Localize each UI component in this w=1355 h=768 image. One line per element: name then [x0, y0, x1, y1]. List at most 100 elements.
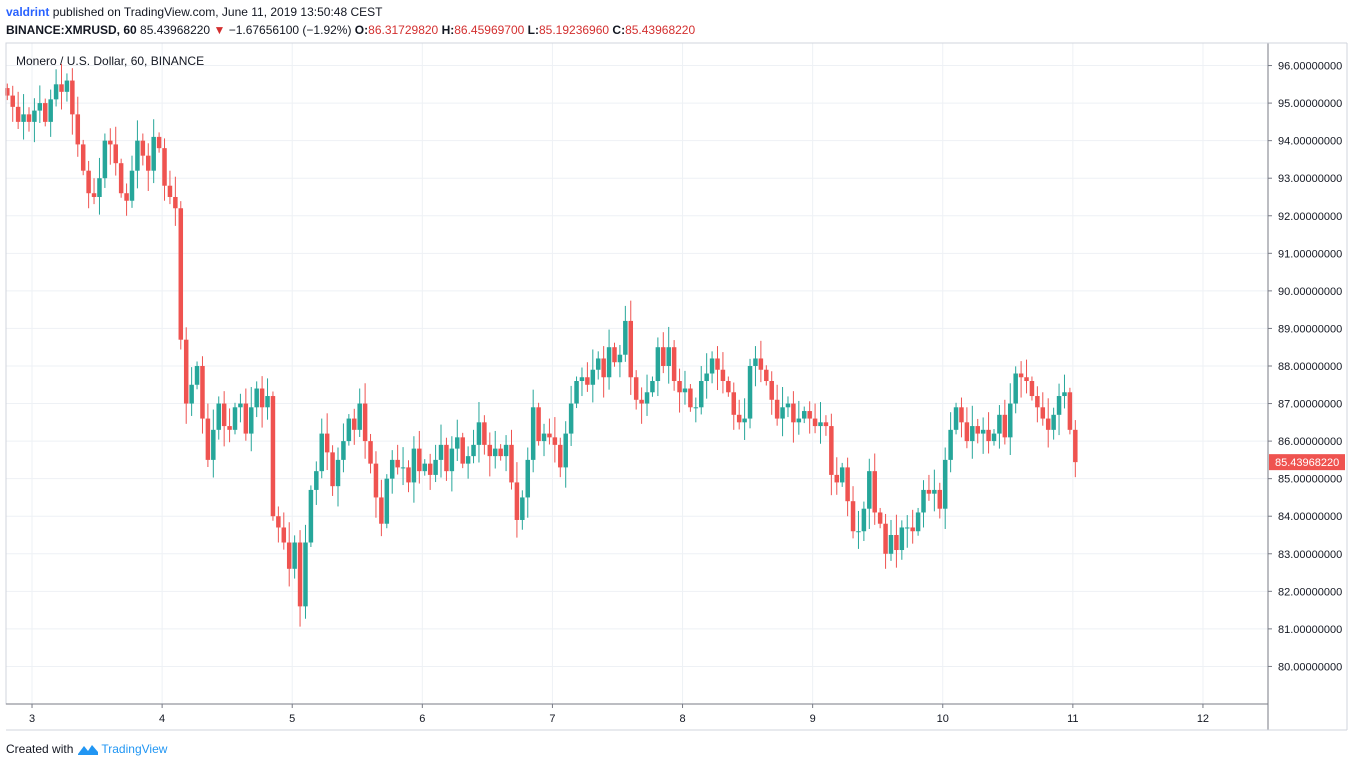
candle-body — [352, 418, 357, 430]
candle-body — [465, 456, 471, 464]
candle — [948, 412, 953, 473]
candle-body — [108, 140, 113, 145]
candle — [986, 412, 991, 454]
candle — [118, 158, 124, 198]
candle — [113, 126, 118, 176]
candle-body — [1051, 414, 1056, 430]
candle — [915, 507, 921, 536]
candle — [1040, 392, 1046, 426]
candle-body — [243, 403, 249, 434]
candle — [91, 178, 97, 205]
author-link[interactable]: valdrint — [6, 5, 50, 19]
candle — [975, 418, 980, 444]
price-tick-label: 90.00000000 — [1278, 286, 1342, 298]
candle-body — [595, 358, 601, 370]
candle — [1029, 376, 1035, 401]
candle-body — [964, 422, 970, 442]
candle-body — [932, 489, 937, 494]
candle-body — [872, 471, 877, 513]
candle — [682, 370, 688, 405]
candle-body — [975, 426, 980, 434]
candle — [32, 98, 37, 143]
candle-body — [276, 516, 281, 528]
time-axis[interactable]: 3 4 5 6 7 8 9 10 11 12 — [29, 704, 1209, 725]
candle-body — [574, 381, 579, 404]
candle-body — [373, 463, 379, 498]
time-tick-label: 4 — [159, 713, 165, 725]
candle — [536, 402, 541, 446]
candle — [953, 402, 959, 435]
candle — [894, 514, 899, 568]
tradingview-brand-link[interactable]: TradingView — [101, 742, 168, 756]
candle — [135, 120, 140, 189]
candle-body — [818, 422, 823, 427]
chart-title: Monero / U.S. Dollar, 60, BINANCE — [16, 54, 204, 68]
candle-body — [617, 354, 623, 363]
candle — [774, 384, 780, 426]
candle-body — [189, 384, 194, 404]
candle-body — [21, 114, 26, 122]
candle-body — [455, 437, 460, 449]
time-tick-label: 3 — [29, 713, 35, 725]
price-tick-label: 92.00000000 — [1278, 211, 1342, 223]
candle — [688, 384, 693, 412]
candle — [764, 365, 769, 386]
price-axis[interactable]: 80.00000000 81.00000000 82.00000000 83.0000… — [1268, 61, 1345, 674]
candle — [292, 535, 297, 579]
candle — [487, 432, 493, 477]
candle-body — [59, 84, 64, 92]
candle-body — [942, 459, 948, 509]
candle-body — [319, 433, 324, 472]
candle — [173, 176, 178, 226]
candle — [829, 413, 834, 496]
price-tick-label: 86.00000000 — [1278, 436, 1342, 448]
candle — [509, 429, 514, 490]
candle-body — [91, 193, 97, 197]
candle — [834, 457, 840, 495]
candle — [742, 398, 747, 440]
candle-body — [97, 178, 102, 197]
candle-body — [48, 99, 53, 122]
candle — [216, 396, 221, 440]
candle — [335, 447, 341, 507]
candle — [352, 408, 357, 445]
candle — [162, 138, 167, 201]
candle — [856, 510, 861, 549]
candle-body — [698, 381, 704, 408]
candle — [346, 414, 352, 446]
candle — [411, 436, 417, 503]
candle — [612, 342, 617, 367]
candle-body — [173, 196, 178, 209]
candle — [932, 469, 937, 512]
candle — [384, 474, 390, 529]
candle-body — [460, 437, 465, 464]
candle — [530, 389, 536, 473]
time-tick-label: 6 — [419, 713, 425, 725]
candle — [189, 367, 194, 416]
candle-body — [357, 403, 362, 430]
candle — [785, 396, 791, 418]
candle-body — [606, 347, 612, 378]
candle-body — [487, 444, 493, 457]
price-tick-label: 85.00000000 — [1278, 474, 1342, 486]
price-tick-label: 88.00000000 — [1278, 361, 1342, 373]
created-with-label: Created with — [6, 742, 74, 756]
candle-body — [867, 471, 872, 509]
candle — [747, 358, 753, 429]
candle — [671, 340, 677, 391]
candle-body — [26, 114, 32, 122]
candle-body — [270, 396, 276, 517]
price-tick-label: 81.00000000 — [1278, 624, 1342, 636]
candle-body — [877, 512, 883, 524]
candle — [1051, 407, 1056, 440]
candle-body — [1013, 373, 1018, 404]
candle — [872, 453, 877, 525]
candle-body — [536, 407, 541, 442]
candle — [238, 393, 243, 423]
high-label: H: — [441, 23, 455, 37]
candle-body — [688, 388, 693, 408]
candle-body — [1073, 429, 1078, 463]
candle — [400, 447, 406, 486]
candle-body — [5, 88, 10, 96]
